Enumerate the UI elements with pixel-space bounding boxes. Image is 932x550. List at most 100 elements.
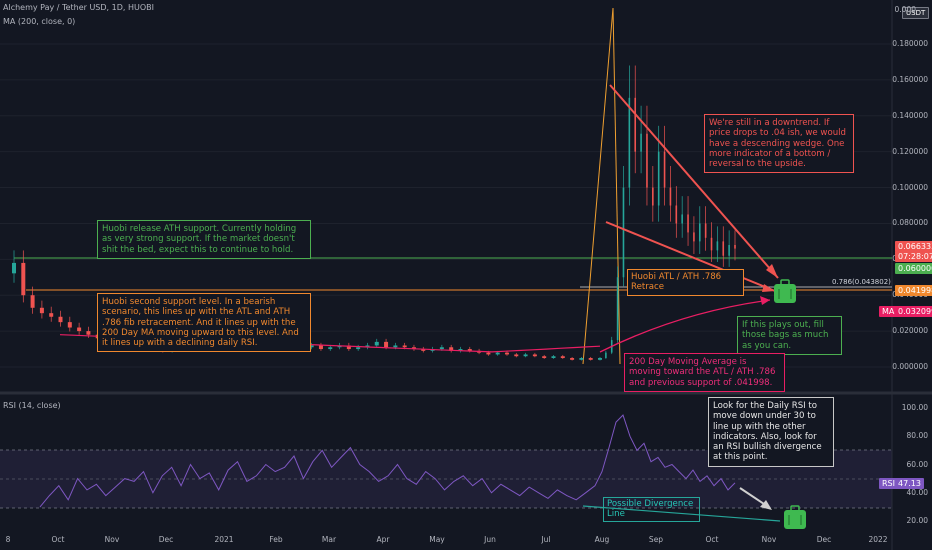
current-price-badge: 0.066333 [895, 241, 932, 252]
candle-body[interactable] [681, 214, 683, 224]
note-ma-moving[interactable]: 200 Day Moving Average is moving toward … [624, 353, 785, 392]
candle-body[interactable] [704, 223, 707, 238]
ma-indicator-label[interactable]: MA (200, close, 0) [3, 17, 76, 26]
candle-body[interactable] [365, 345, 370, 348]
candle-body[interactable] [39, 307, 44, 314]
currency-badge[interactable]: USDT [902, 7, 930, 19]
time-tick-label: 8 [5, 535, 11, 544]
candle-body[interactable] [439, 347, 444, 350]
wedge-lower-line[interactable] [605, 221, 776, 292]
candle-body[interactable] [328, 347, 333, 350]
candle-body[interactable] [560, 356, 565, 359]
candle-body[interactable] [495, 352, 500, 355]
price-tick-label: 0.100000 [892, 182, 928, 192]
candle-body[interactable] [622, 187, 625, 278]
candle-body[interactable] [722, 241, 725, 256]
candle-body[interactable] [384, 341, 389, 348]
fib-786-label: 0.786(0.043802) [832, 278, 891, 286]
candle-body[interactable] [675, 205, 678, 224]
candle-body[interactable] [411, 347, 416, 350]
candle-body[interactable] [579, 358, 584, 360]
candle-body[interactable] [356, 347, 361, 350]
ma-projection-arrow[interactable] [599, 299, 771, 353]
candle-body[interactable] [467, 349, 472, 351]
candle-body[interactable] [598, 358, 602, 360]
candle-body[interactable] [640, 133, 642, 152]
candle-body[interactable] [551, 356, 556, 359]
candle-body[interactable] [634, 97, 637, 152]
price-tick-label: 0.160000 [892, 74, 928, 84]
candle-body[interactable] [716, 241, 719, 251]
candle-body[interactable] [657, 151, 660, 206]
price-top-label: 0.000 [894, 5, 916, 14]
candle-body[interactable] [514, 354, 519, 357]
candle-body[interactable] [421, 349, 426, 351]
candle-body[interactable] [710, 237, 713, 251]
note-fill-bags[interactable]: If this plays out, fill those bags as mu… [737, 316, 842, 355]
candle-body[interactable] [393, 345, 398, 348]
candle-body[interactable] [669, 187, 672, 206]
price-tick-label: 0.020000 [892, 326, 928, 336]
candle-body[interactable] [58, 316, 63, 323]
candle-body[interactable] [30, 295, 35, 308]
candle-body[interactable] [77, 327, 82, 332]
candle-body[interactable] [616, 277, 619, 341]
candle-body[interactable] [49, 313, 54, 317]
candle-body[interactable] [698, 223, 701, 242]
time-tick-label: Oct [705, 535, 719, 544]
note-huobi-ath[interactable]: Huobi release ATH support. Currently hol… [97, 220, 311, 259]
note-huobi-second[interactable]: Huobi second support level. In a bearish… [97, 293, 311, 353]
candle-body[interactable] [402, 345, 407, 348]
candle-body[interactable] [663, 151, 666, 188]
candle-body[interactable] [449, 347, 454, 351]
fib-trend-line-2[interactable] [612, 7, 621, 365]
candle-body[interactable] [693, 232, 695, 242]
note-rsi-look[interactable]: Look for the Daily RSI to move down unde… [708, 397, 834, 467]
candle-body[interactable] [458, 349, 463, 351]
divergence-line[interactable] [582, 505, 781, 522]
candle-body[interactable] [523, 354, 528, 357]
candle-body[interactable] [486, 352, 491, 355]
candle-body[interactable] [734, 244, 736, 249]
candle-body[interactable] [628, 97, 631, 188]
candle-body[interactable] [728, 244, 730, 256]
candle-body[interactable] [309, 345, 314, 348]
price-tick-label: 0.180000 [892, 39, 928, 48]
candle-body[interactable] [605, 352, 607, 359]
price-tick-label: 0.000000 [892, 362, 928, 371]
candle-body[interactable] [21, 262, 26, 296]
candle-body[interactable] [504, 352, 509, 355]
candle-body[interactable] [646, 133, 648, 188]
candle-body[interactable] [318, 345, 323, 350]
candle-body[interactable] [687, 214, 689, 233]
fib-trend-line[interactable] [582, 7, 614, 365]
note-fib-retrace[interactable]: Huobi ATL / ATH .786 Retrace [627, 269, 744, 296]
rsi-value-badge: 47.13 [895, 478, 924, 489]
time-tick-label: Nov [104, 535, 120, 544]
bag-icon-rsi[interactable] [784, 505, 806, 529]
rsi-indicator-label[interactable]: RSI (14, close) [3, 401, 61, 410]
candle-body[interactable] [570, 358, 575, 360]
candle-body[interactable] [542, 356, 547, 359]
orange-support-badge: 0.041998 [895, 285, 932, 296]
candle-body[interactable] [588, 358, 593, 360]
wedge-upper-arrowhead [766, 264, 778, 278]
candle-body[interactable] [86, 331, 91, 335]
candle-body[interactable] [532, 354, 537, 357]
ma-arrowhead [760, 296, 770, 305]
rsi-line[interactable] [39, 414, 736, 508]
candle-body[interactable] [67, 322, 72, 328]
candle-body[interactable] [12, 262, 16, 274]
bag-icon[interactable] [774, 279, 796, 303]
time-tick-label: Feb [269, 535, 283, 544]
price-tick-label: 0.080000 [892, 218, 928, 228]
candle-body[interactable] [346, 345, 351, 350]
wedge-upper-line[interactable] [609, 84, 779, 279]
time-tick-label: Mar [321, 535, 337, 544]
candle-body[interactable] [652, 187, 654, 206]
candle-body[interactable] [374, 341, 379, 346]
note-downtrend[interactable]: We're still in a downtrend. If price dro… [704, 114, 854, 174]
note-divergence[interactable]: Possible Divergence Line [603, 497, 700, 522]
